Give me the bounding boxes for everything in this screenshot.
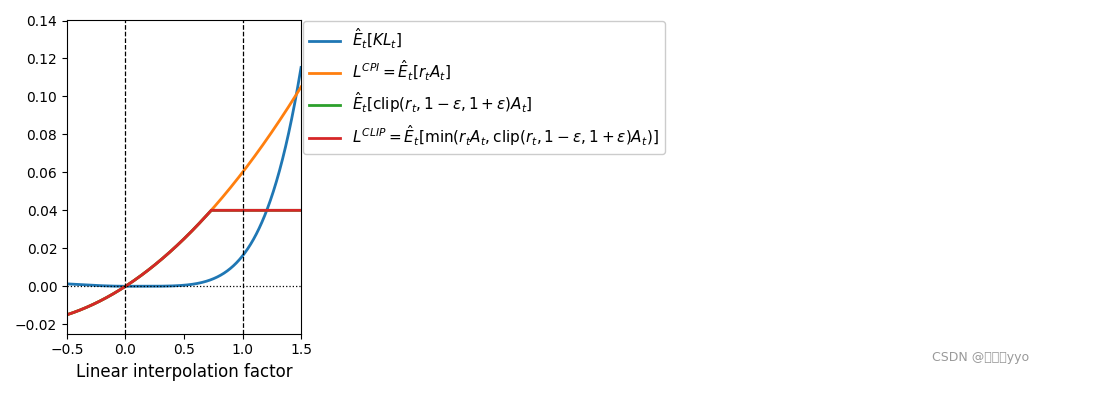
$\hat{E}_t[KL_t]$ [84, 283, 97, 287]
$\hat{E}_t[\mathrm{clip}(r_t, 1 - \varepsilon, 1 + \varepsilon)A_t]$ [247, 208, 260, 213]
$L^{CLIP} = \hat{E}_t[\min(r_tA_t, \mathrm{clip}(r_t, 1 - \varepsilon, 1 + \varepsilon)A_t)]$ [221, 208, 235, 213]
$L^{CLIP} = \hat{E}_t[\min(r_tA_t, \mathrm{clip}(r_t, 1 - \varepsilon, 1 + \varepsilon)A_t)]$ [84, 303, 97, 308]
$L^{CLIP} = \hat{E}_t[\min(r_tA_t, \mathrm{clip}(r_t, 1 - \varepsilon, 1 + \varepsilon)A_t)]$ [294, 208, 308, 213]
$L^{CLIP} = \hat{E}_t[\min(r_tA_t, \mathrm{clip}(r_t, 1 - \varepsilon, 1 + \varepsilon)A_t)]$ [244, 208, 257, 213]
$\hat{E}_t[\mathrm{clip}(r_t, 1 - \varepsilon, 1 + \varepsilon)A_t]$ [205, 208, 218, 213]
$\hat{E}_t[KL_t]$ [60, 282, 73, 286]
$\hat{E}_t[\mathrm{clip}(r_t, 1 - \varepsilon, 1 + \varepsilon)A_t]$ [155, 257, 168, 262]
$\hat{E}_t[\mathrm{clip}(r_t, 1 - \varepsilon, 1 + \varepsilon)A_t]$ [164, 249, 177, 254]
$\hat{E}_t[KL_t]$ [247, 236, 260, 241]
$L^{CLIP} = \hat{E}_t[\min(r_tA_t, \mathrm{clip}(r_t, 1 - \varepsilon, 1 + \varepsilon)A_t)]$ [205, 208, 218, 213]
Line: $L^{CPI} = \hat{E}_t[r_tA_t]$: $L^{CPI} = \hat{E}_t[r_tA_t]$ [66, 87, 301, 315]
$L^{CLIP} = \hat{E}_t[\min(r_tA_t, \mathrm{clip}(r_t, 1 - \varepsilon, 1 + \varepsilon)A_t)]$ [60, 312, 73, 317]
$L^{CPI} = \hat{E}_t[r_tA_t]$ [84, 303, 97, 308]
$\hat{E}_t[KL_t]$ [155, 284, 168, 289]
$L^{CPI} = \hat{E}_t[r_tA_t]$ [60, 312, 73, 317]
$\hat{E}_t[KL_t]$ [118, 284, 132, 289]
$L^{CPI} = \hat{E}_t[r_tA_t]$ [294, 85, 308, 89]
$L^{CLIP} = \hat{E}_t[\min(r_tA_t, \mathrm{clip}(r_t, 1 - \varepsilon, 1 + \varepsilon)A_t)]$ [164, 249, 177, 254]
$L^{CPI} = \hat{E}_t[r_tA_t]$ [164, 249, 177, 254]
Text: CSDN @小叶当yyo: CSDN @小叶当yyo [932, 351, 1030, 364]
$L^{CPI} = \hat{E}_t[r_tA_t]$ [221, 188, 235, 193]
$\hat{E}_t[\mathrm{clip}(r_t, 1 - \varepsilon, 1 + \varepsilon)A_t]$ [244, 208, 257, 213]
Line: $\hat{E}_t[\mathrm{clip}(r_t, 1 - \varepsilon, 1 + \varepsilon)A_t]$: $\hat{E}_t[\mathrm{clip}(r_t, 1 - \varep… [66, 210, 301, 315]
$\hat{E}_t[KL_t]$ [244, 243, 257, 248]
X-axis label: Linear interpolation factor: Linear interpolation factor [75, 363, 292, 381]
$L^{CLIP} = \hat{E}_t[\min(r_tA_t, \mathrm{clip}(r_t, 1 - \varepsilon, 1 + \varepsilon)A_t)]$ [155, 257, 168, 262]
$L^{CLIP} = \hat{E}_t[\min(r_tA_t, \mathrm{clip}(r_t, 1 - \varepsilon, 1 + \varepsilon)A_t)]$ [247, 208, 260, 213]
$\hat{E}_t[\mathrm{clip}(r_t, 1 - \varepsilon, 1 + \varepsilon)A_t]$ [84, 303, 97, 308]
$\hat{E}_t[\mathrm{clip}(r_t, 1 - \varepsilon, 1 + \varepsilon)A_t]$ [221, 208, 235, 213]
Legend: $\hat{E}_t[KL_t]$, $L^{CPI} = \hat{E}_t[r_tA_t]$, $\hat{E}_t[\mathrm{clip}(r_t, : $\hat{E}_t[KL_t]$, $L^{CPI} = \hat{E}_t[… [303, 21, 665, 154]
$L^{CPI} = \hat{E}_t[r_tA_t]$ [247, 155, 260, 160]
Line: $L^{CLIP} = \hat{E}_t[\min(r_tA_t, \mathrm{clip}(r_t, 1 - \varepsilon, 1 + \varepsilon)A_t)]$: $L^{CLIP} = \hat{E}_t[\min(r_tA_t, \math… [66, 210, 301, 315]
$\hat{E}_t[KL_t]$ [294, 65, 308, 70]
$L^{CPI} = \hat{E}_t[r_tA_t]$ [242, 161, 256, 166]
$L^{CPI} = \hat{E}_t[r_tA_t]$ [155, 257, 168, 262]
$\hat{E}_t[\mathrm{clip}(r_t, 1 - \varepsilon, 1 + \varepsilon)A_t]$ [60, 312, 73, 317]
$\hat{E}_t[\mathrm{clip}(r_t, 1 - \varepsilon, 1 + \varepsilon)A_t]$ [294, 208, 308, 213]
$\hat{E}_t[KL_t]$ [164, 284, 177, 288]
$\hat{E}_t[KL_t]$ [221, 268, 235, 273]
Line: $\hat{E}_t[KL_t]$: $\hat{E}_t[KL_t]$ [66, 67, 301, 286]
